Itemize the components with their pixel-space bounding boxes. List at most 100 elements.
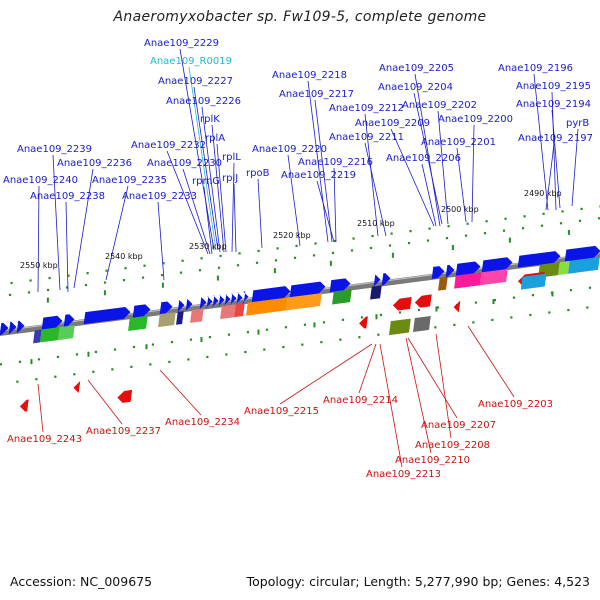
- track-tick: [313, 322, 316, 328]
- reverse-gene-label[interactable]: Anae109_2234: [165, 417, 240, 428]
- reverse-gene: [19, 399, 29, 412]
- forward-gene-label[interactable]: Anae109_2232: [131, 140, 206, 151]
- forward-gene-label[interactable]: Anae109_2212: [329, 103, 404, 114]
- track-dot: [341, 318, 345, 321]
- forward-gene-label[interactable]: Anae109_2204: [378, 82, 453, 93]
- track-dot: [445, 236, 449, 240]
- forward-gene: [445, 264, 455, 278]
- track-dot: [170, 340, 174, 344]
- feature-block: [234, 303, 245, 318]
- forward-gene-label[interactable]: Anae109_R0019: [150, 56, 232, 67]
- forward-gene-label[interactable]: rplA: [205, 133, 225, 144]
- reverse-gene-label[interactable]: Anae109_2207: [421, 420, 496, 431]
- forward-gene-label[interactable]: rpmG: [192, 176, 220, 187]
- track-dot: [314, 242, 317, 245]
- track-dot: [559, 222, 563, 225]
- track-tick: [200, 337, 203, 343]
- track-dot: [428, 227, 431, 230]
- track-dot: [65, 286, 69, 289]
- track-tick: [567, 229, 570, 235]
- reverse-gene-label[interactable]: Anae109_2203: [478, 399, 553, 410]
- leader-line: [364, 113, 379, 237]
- forward-gene-label[interactable]: Anae109_2230: [147, 158, 222, 169]
- track-dot: [447, 225, 450, 228]
- forward-gene-label[interactable]: Anae109_2235: [92, 175, 167, 186]
- forward-gene-label[interactable]: Anae109_2218: [272, 70, 347, 81]
- forward-gene-label[interactable]: rplK: [200, 114, 220, 125]
- track-dot: [48, 276, 51, 280]
- forward-gene-label[interactable]: rpoB: [246, 168, 270, 179]
- forward-gene-label[interactable]: Anae109_2200: [438, 114, 513, 125]
- forward-gene-label[interactable]: Anae109_2206: [386, 153, 461, 164]
- forward-gene-label[interactable]: Anae109_2202: [402, 100, 477, 111]
- track-dot: [217, 266, 221, 269]
- forward-gene-label[interactable]: Anae109_2196: [498, 63, 573, 74]
- track-dot: [168, 360, 171, 364]
- leader-line: [316, 180, 335, 243]
- track-dot: [84, 283, 88, 287]
- forward-gene-label[interactable]: pyrB: [566, 118, 589, 129]
- track-dot: [360, 316, 364, 319]
- track-dot: [151, 343, 155, 346]
- forward-gene-label[interactable]: Anae109_2209: [355, 118, 430, 129]
- forward-gene-label[interactable]: Anae109_2201: [421, 137, 496, 148]
- feature-block: [558, 260, 570, 276]
- reverse-gene-label[interactable]: Anae109_2213: [366, 469, 441, 480]
- track-tick: [391, 252, 394, 258]
- leader-line: [571, 128, 579, 207]
- reverse-gene-label[interactable]: Anae109_2214: [323, 395, 398, 406]
- leader-line: [287, 154, 301, 247]
- track-dot: [339, 338, 342, 341]
- forward-gene-label[interactable]: Anae109_2240: [3, 175, 78, 186]
- reverse-gene-label[interactable]: Anae109_2243: [7, 434, 82, 445]
- leader-line: [407, 337, 458, 419]
- reverse-gene-label[interactable]: Anae109_2215: [244, 406, 319, 417]
- track-tick: [508, 237, 511, 243]
- track-dot: [293, 256, 297, 259]
- feature-block: [412, 315, 431, 332]
- forward-gene: [517, 251, 561, 268]
- track-dot: [333, 239, 336, 243]
- forward-gene-label[interactable]: Anae109_2219: [281, 170, 356, 181]
- forward-gene-label[interactable]: Anae109_2236: [57, 158, 132, 169]
- track-dot: [483, 232, 487, 235]
- reverse-gene-label[interactable]: Anae109_2210: [395, 455, 470, 466]
- forward-gene-label[interactable]: rplJ: [222, 173, 238, 184]
- track-dot: [56, 355, 60, 358]
- leader-line: [358, 343, 377, 394]
- feature-block: [568, 256, 600, 274]
- gene-labels: Anae109_2229 Anae109_R0019 Anae109_2227 Ana…: [3, 38, 593, 480]
- forward-gene-label[interactable]: Anae109_2220: [252, 144, 327, 155]
- forward-gene-label[interactable]: Anae109_2239: [17, 144, 92, 155]
- forward-gene-label[interactable]: rplL: [222, 152, 241, 163]
- forward-gene-label[interactable]: Anae109_2205: [379, 63, 454, 74]
- leader-line: [201, 106, 221, 253]
- forward-gene-label[interactable]: Anae109_2216: [298, 157, 373, 168]
- track-dot: [398, 311, 402, 314]
- forward-gene-label[interactable]: Anae109_2229: [144, 38, 219, 49]
- forward-gene-label[interactable]: Anae109_2197: [518, 133, 593, 144]
- reverse-gene-label[interactable]: Anae109_2208: [415, 440, 490, 451]
- leader-line: [211, 124, 225, 253]
- forward-gene-label[interactable]: Anae109_2211: [329, 132, 404, 143]
- scale-label: 2490 kbp: [524, 189, 562, 198]
- track-dot: [208, 336, 212, 339]
- accession-text: Accession: NC_009675: [10, 574, 153, 589]
- forward-gene-label[interactable]: Anae109_2227: [158, 76, 233, 87]
- forward-gene-label[interactable]: Anae109_2226: [166, 96, 241, 107]
- track-dot: [417, 308, 421, 312]
- forward-gene-label[interactable]: Anae109_2233: [122, 191, 197, 202]
- forward-gene-label[interactable]: Anae109_2195: [516, 81, 591, 92]
- reverse-gene: [117, 389, 133, 403]
- reverse-gene-label[interactable]: Anae109_2237: [86, 426, 161, 437]
- leader-line: [37, 383, 44, 433]
- track-tick: [216, 275, 219, 281]
- track-tick: [375, 314, 378, 320]
- track-dot: [426, 239, 430, 242]
- forward-gene-label[interactable]: Anae109_2194: [516, 99, 591, 110]
- leader-line: [471, 124, 475, 223]
- forward-gene-label[interactable]: Anae109_2238: [30, 191, 105, 202]
- forward-gene: [199, 297, 207, 309]
- track-dot: [181, 259, 184, 262]
- forward-gene-label[interactable]: Anae109_2217: [279, 89, 354, 100]
